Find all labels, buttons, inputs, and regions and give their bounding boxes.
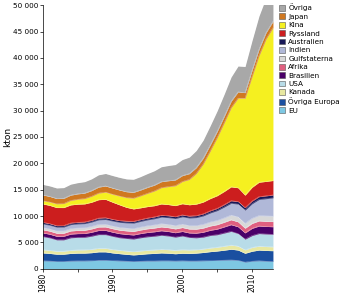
Legend: Övriga, Japan, Kina, Ryssland, Australien, Indien, Gulfstaterna, Afrika, Brasili: Övriga, Japan, Kina, Ryssland, Australie… [279, 4, 340, 114]
Y-axis label: kton: kton [3, 127, 12, 147]
